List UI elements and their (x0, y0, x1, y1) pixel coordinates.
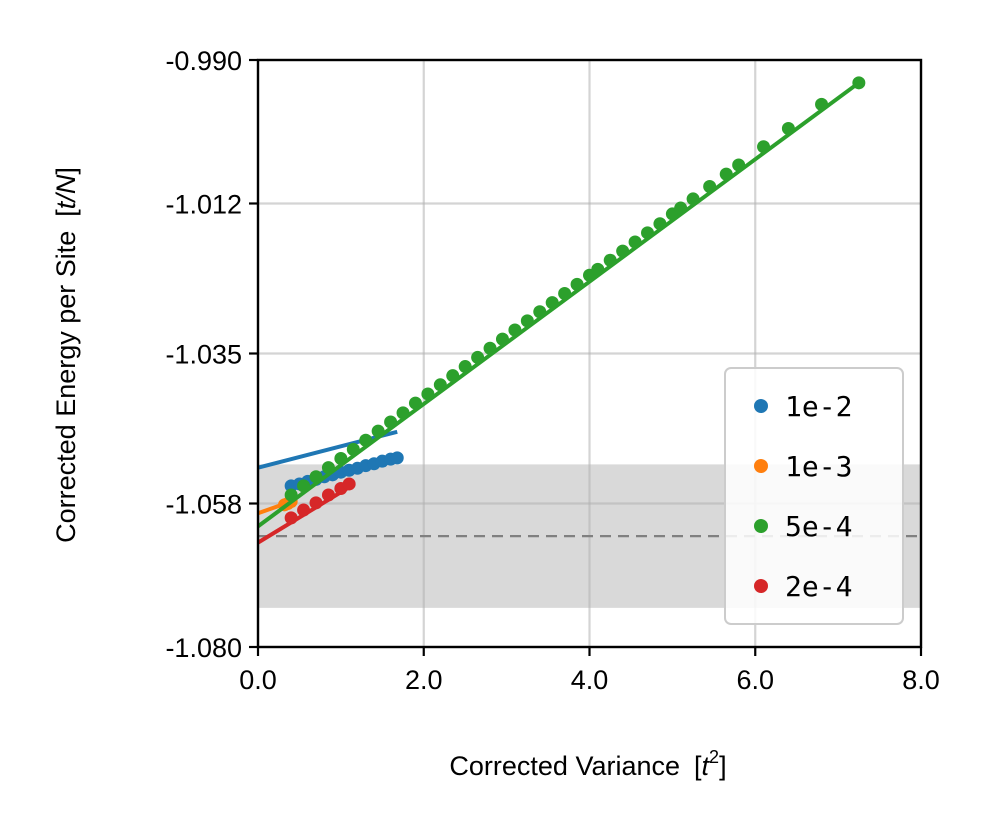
data-point-5e-4-37 (757, 140, 771, 154)
data-point-2e-4-5 (342, 477, 356, 491)
legend-marker-2e-4 (754, 579, 768, 593)
y-tick-label-3: -1.058 (165, 490, 242, 520)
x-axis-title-bracket-close: ] (719, 751, 727, 781)
x-axis-title-unit: t (702, 751, 711, 781)
y-axis-title-main: Corrected Energy per Site (51, 231, 81, 543)
y-axis-title-unit: t/N (51, 174, 81, 209)
series-clip-group (258, 76, 866, 545)
legend-label-5e-4: 5e-4 (785, 510, 852, 543)
data-point-5e-4-29 (641, 226, 655, 240)
data-point-5e-4-9 (396, 406, 410, 420)
data-point-5e-4-15 (471, 350, 485, 364)
data-point-5e-4-14 (458, 360, 472, 374)
data-point-5e-4-28 (628, 235, 642, 249)
ticks-layer: 0.0 2.0 4.0 6.0 8.0 -0.990 -1.012 -1.035 -1.058 -… (165, 46, 939, 695)
y-tick-label-0: -0.990 (165, 46, 242, 76)
data-point-5e-4-26 (603, 253, 617, 267)
data-point-1e-2-13 (390, 451, 404, 465)
y-tick-label-4: -1.080 (165, 633, 242, 663)
data-point-5e-4-38 (781, 121, 795, 135)
data-point-5e-4-10 (408, 396, 422, 410)
fit-line-1e-2 (258, 429, 398, 470)
data-point-5e-4-1 (297, 479, 311, 493)
data-point-5e-4-3 (321, 461, 335, 475)
data-point-5e-4-5 (346, 442, 360, 456)
legend-marker-1e-2 (754, 399, 768, 413)
data-point-5e-4-23 (570, 277, 584, 291)
data-point-2e-4-0 (284, 511, 298, 525)
legend-marker-5e-4 (754, 519, 768, 533)
x-axis-title-bracket-open: [ (694, 751, 702, 781)
data-point-5e-4-21 (545, 296, 559, 310)
data-point-5e-4-19 (520, 314, 534, 328)
data-point-5e-4-22 (558, 286, 572, 300)
data-point-5e-4-20 (533, 305, 547, 319)
data-point-2e-4-2 (309, 496, 323, 510)
x-tick-label-1: 2.0 (405, 665, 443, 695)
series-layer (258, 76, 866, 545)
data-point-5e-4-8 (384, 415, 398, 429)
x-axis-title-unit-sup: 2 (709, 747, 719, 767)
series-5e-4 (258, 76, 866, 528)
legend: 1e-2 1e-3 5e-4 2e-4 (724, 367, 904, 625)
x-axis-title: Corrected Variance [t2] (449, 747, 726, 781)
x-axis-title-main: Corrected Variance (449, 751, 680, 781)
data-point-5e-4-36 (732, 158, 746, 172)
data-point-5e-4-33 (686, 192, 700, 206)
data-point-5e-4-13 (446, 369, 460, 383)
data-point-5e-4-18 (508, 323, 522, 337)
data-point-5e-4-39 (815, 97, 829, 111)
data-point-5e-4-40 (852, 76, 866, 90)
legend-marker-1e-3 (754, 459, 768, 473)
y-tick-label-2: -1.035 (165, 340, 242, 370)
x-tick-label-3: 6.0 (736, 665, 774, 695)
data-point-5e-4-0 (284, 488, 298, 502)
y-axis-title-bracket-close: ] (51, 167, 81, 175)
data-point-5e-4-25 (591, 262, 605, 276)
data-point-5e-4-4 (334, 452, 348, 466)
legend-box (724, 367, 904, 625)
data-point-5e-4-30 (653, 217, 667, 231)
data-point-5e-4-17 (495, 332, 509, 346)
data-point-5e-4-35 (719, 167, 733, 181)
series-2e-4 (258, 477, 356, 545)
x-tick-label-4: 8.0 (902, 665, 940, 695)
data-point-2e-4-1 (297, 503, 311, 517)
data-point-5e-4-12 (433, 378, 447, 392)
data-point-5e-4-7 (371, 424, 385, 438)
y-axis-title-bracket-open: [ (51, 209, 81, 217)
y-axis-title: Corrected Energy per Site [t/N] (51, 167, 81, 543)
data-point-5e-4-32 (674, 201, 688, 215)
data-point-5e-4-16 (483, 341, 497, 355)
data-point-5e-4-2 (309, 470, 323, 484)
y-tick-label-1: -1.012 (165, 189, 242, 219)
data-point-5e-4-11 (421, 387, 435, 401)
data-point-2e-4-3 (321, 488, 335, 502)
data-point-5e-4-34 (703, 180, 717, 194)
x-tick-label-2: 4.0 (571, 665, 609, 695)
x-tick-label-0: 0.0 (239, 665, 277, 695)
legend-label-1e-2: 1e-2 (785, 390, 852, 423)
legend-label-1e-3: 1e-3 (785, 450, 852, 483)
legend-label-2e-4: 2e-4 (785, 570, 852, 603)
data-point-5e-4-6 (359, 433, 373, 447)
data-point-5e-4-27 (616, 244, 630, 258)
